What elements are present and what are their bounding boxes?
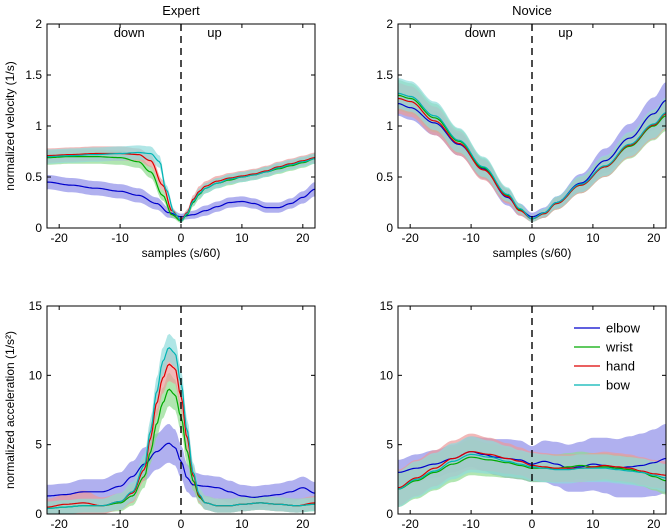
y-tick-label: 0: [35, 507, 42, 521]
x-tick-label: -10: [462, 231, 480, 245]
panel-title: Novice: [512, 3, 552, 18]
annotation-up: up: [558, 25, 572, 40]
x-tick-label: 10: [586, 231, 600, 245]
x-tick-label: 10: [235, 517, 249, 531]
x-axis-label: samples (s/60): [493, 246, 572, 260]
x-tick-label: 10: [586, 517, 600, 531]
x-tick-label: -10: [111, 231, 129, 245]
x-tick-label: 0: [529, 517, 536, 531]
x-tick-label: 0: [178, 517, 185, 531]
y-tick-label: 1: [386, 119, 393, 133]
legend-label-wrist: wrist: [605, 340, 633, 355]
y-tick-label: 15: [380, 299, 394, 313]
confidence-band-hand: [47, 347, 315, 514]
x-tick-label: 10: [235, 231, 249, 245]
x-tick-label: 20: [296, 231, 310, 245]
x-tick-label: -20: [402, 517, 420, 531]
x-tick-label: -10: [111, 517, 129, 531]
panel-title: Expert: [162, 3, 200, 18]
legend: elbow wrist hand bow: [574, 321, 641, 393]
legend-label-elbow: elbow: [606, 321, 641, 336]
x-tick-label: 20: [296, 517, 310, 531]
x-tick-label: -20: [51, 231, 69, 245]
confidence-band-bow: [398, 436, 666, 508]
y-tick-label: 1.5: [25, 68, 42, 82]
y-axis-label: normalized velocity (1/s): [3, 61, 17, 190]
confidence-band-bow: [47, 145, 315, 223]
x-axis-label: samples (s/60): [142, 246, 221, 260]
x-tick-label: -20: [51, 517, 69, 531]
x-tick-label: 0: [178, 231, 185, 245]
panel-novice-velocity: -20 -10 0 10 20 0 0.5 1 1.5 2 Novice samples (s/60)…: [376, 3, 667, 260]
y-tick-label: 0.5: [25, 170, 42, 184]
y-tick-label: 15: [29, 299, 43, 313]
legend-label-bow: bow: [606, 378, 630, 393]
y-tick-label: 10: [380, 368, 394, 382]
x-tick-label: 0: [529, 231, 536, 245]
plot-area: [47, 145, 315, 223]
panel-expert-velocity: -20 -10 0 10 20 0 0.5 1 1.5 2 Expert samples (s/60)…: [3, 3, 316, 260]
y-tick-label: 1: [35, 119, 42, 133]
panel-novice-acceleration: -20 -10 0 10 20 0 5 10 15 elbow wrist hand bow: [380, 299, 667, 531]
y-tick-label: 10: [29, 368, 43, 382]
legend-label-hand: hand: [606, 359, 635, 374]
x-tick-label: -20: [402, 231, 420, 245]
y-tick-label: 2: [386, 17, 393, 31]
y-tick-label: 0: [35, 221, 42, 235]
annotation-down: down: [114, 25, 145, 40]
series-line-elbow: [47, 442, 315, 499]
confidence-band-elbow: [47, 175, 315, 220]
panel-expert-acceleration: -20 -10 0 10 20 0 5 10 15 normalized acceleration…: [3, 299, 316, 531]
x-tick-label: 20: [647, 231, 661, 245]
annotation-down: down: [465, 25, 496, 40]
y-tick-label: 5: [35, 438, 42, 452]
x-tick-label: 20: [647, 517, 661, 531]
y-tick-label: 5: [386, 438, 393, 452]
y-tick-label: 2: [35, 17, 42, 31]
x-tick-label: -10: [462, 517, 480, 531]
y-axis-label: normalized acceleration (1/s²): [3, 331, 17, 489]
y-tick-label: 0.5: [376, 170, 393, 184]
y-tick-label: 1.5: [376, 68, 393, 82]
y-tick-label: 0: [386, 221, 393, 235]
plot-area: [398, 423, 666, 508]
y-tick-label: 0: [386, 507, 393, 521]
annotation-up: up: [207, 25, 221, 40]
